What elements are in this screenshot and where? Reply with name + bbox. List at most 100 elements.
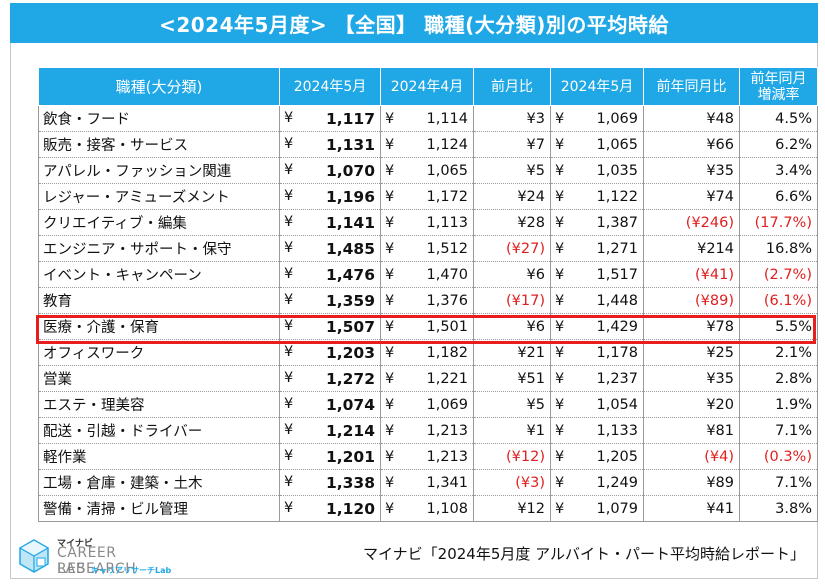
yoy-rate-cell: 7.1%: [739, 417, 818, 444]
may-2024-cell: ¥1,074: [279, 391, 381, 418]
yen-symbol: ¥: [555, 422, 565, 439]
wage-amount: 1,213: [426, 422, 468, 439]
apr-2024-cell: ¥1,065: [380, 157, 474, 184]
yoy-cell: (¥89): [643, 287, 740, 314]
yen-symbol: ¥: [284, 421, 294, 438]
yen-symbol: ¥: [284, 161, 294, 178]
wage-amount: 1,214: [325, 421, 375, 440]
yen-symbol: ¥: [284, 473, 294, 490]
wage-amount: 1,054: [596, 396, 638, 413]
yen-symbol: ¥: [385, 318, 395, 335]
yen-symbol: ¥: [555, 500, 565, 517]
yoy-rate-cell: 6.2%: [739, 131, 818, 158]
mom-cell: ¥5: [473, 391, 551, 418]
apr-2024-cell: ¥1,069: [380, 391, 474, 418]
wage-amount: 1,035: [596, 162, 638, 179]
yen-symbol: ¥: [284, 499, 294, 516]
may-2024-cell: ¥1,214: [279, 417, 381, 444]
wage-amount: 1,114: [426, 110, 468, 127]
wage-amount: 1,507: [325, 317, 375, 336]
yen-symbol: ¥: [385, 500, 395, 517]
may-2024-cell: ¥1,117: [279, 105, 381, 132]
mom-cell: ¥51: [473, 365, 551, 392]
wage-amount: 1,205: [596, 448, 638, 465]
may-prev-cell: ¥1,069: [550, 105, 644, 132]
may-2024-cell: ¥1,507: [279, 313, 381, 340]
yen-symbol: ¥: [555, 136, 565, 153]
mom-cell: ¥6: [473, 313, 551, 340]
yen-symbol: ¥: [385, 422, 395, 439]
yen-symbol: ¥: [555, 188, 565, 205]
category-cell: 工場・倉庫・建築・土木: [38, 469, 280, 496]
yen-symbol: ¥: [555, 474, 565, 491]
wage-amount: 1,359: [325, 291, 375, 310]
wage-amount: 1,172: [426, 188, 468, 205]
wage-amount: 1,517: [596, 266, 638, 283]
mom-cell: (¥17): [473, 287, 551, 314]
yoy-cell: ¥25: [643, 339, 740, 366]
may-prev-cell: ¥1,429: [550, 313, 644, 340]
mom-cell: ¥12: [473, 495, 551, 522]
yoy-rate-cell: 7.1%: [739, 469, 818, 496]
yoy-cell: ¥41: [643, 495, 740, 522]
apr-2024-cell: ¥1,113: [380, 209, 474, 236]
category-cell: アパレル・ファッション関連: [38, 157, 280, 184]
yoy-rate-cell: 6.6%: [739, 183, 818, 210]
wage-table: 職種(大分類) 2024年5月 2024年4月 前月比 2024年5月 前年同月…: [38, 67, 818, 522]
yoy-rate-cell: 4.5%: [739, 105, 818, 132]
wage-amount: 1,485: [325, 239, 375, 258]
wage-amount: 1,387: [596, 214, 638, 231]
header-apr-2024: 2024年4月: [380, 67, 474, 106]
wage-amount: 1,070: [325, 161, 375, 180]
may-2024-cell: ¥1,120: [279, 495, 381, 522]
yen-symbol: ¥: [284, 291, 294, 308]
cube-logo-icon: [18, 539, 50, 573]
wage-amount: 1,196: [325, 187, 375, 206]
wage-amount: 1,272: [325, 369, 375, 388]
wage-amount: 1,338: [325, 473, 375, 492]
mom-cell: ¥1: [473, 417, 551, 444]
yoy-cell: (¥246): [643, 209, 740, 236]
yen-symbol: ¥: [284, 265, 294, 282]
apr-2024-cell: ¥1,376: [380, 287, 474, 314]
may-2024-cell: ¥1,203: [279, 339, 381, 366]
may-prev-cell: ¥1,065: [550, 131, 644, 158]
yen-symbol: ¥: [284, 395, 294, 412]
header-mom: 前月比: [473, 67, 551, 106]
may-prev-cell: ¥1,122: [550, 183, 644, 210]
yen-symbol: ¥: [385, 136, 395, 153]
wage-amount: 1,079: [596, 500, 638, 517]
wage-amount: 1,065: [596, 136, 638, 153]
wage-amount: 1,429: [596, 318, 638, 335]
may-2024-cell: ¥1,476: [279, 261, 381, 288]
table-row: 販売・接客・サービス ¥1,131 ¥1,124 ¥7 ¥1,065 ¥66 6.2%: [38, 131, 818, 158]
mom-cell: ¥6: [473, 261, 551, 288]
report-title: <2024年5月度> 【全国】 職種(大分類)別の平均時給: [10, 3, 818, 43]
yoy-cell: ¥66: [643, 131, 740, 158]
table-row: 配送・引越・ドライバー ¥1,214 ¥1,213 ¥1 ¥1,133 ¥81 7.1%: [38, 417, 818, 444]
yoy-rate-cell: 1.9%: [739, 391, 818, 418]
may-prev-cell: ¥1,035: [550, 157, 644, 184]
mom-cell: (¥27): [473, 235, 551, 262]
wage-amount: 1,213: [426, 448, 468, 465]
may-prev-cell: ¥1,133: [550, 417, 644, 444]
table-row: 飲食・フード ¥1,117 ¥1,114 ¥3 ¥1,069 ¥48 4.5%: [38, 105, 818, 132]
wage-amount: 1,074: [325, 395, 375, 414]
yen-symbol: ¥: [555, 318, 565, 335]
header-yoy: 前年同月比: [643, 67, 740, 106]
wage-amount: 1,117: [325, 109, 375, 128]
table-row: アパレル・ファッション関連 ¥1,070 ¥1,065 ¥5 ¥1,035 ¥35 3.4%: [38, 157, 818, 184]
header-category: 職種(大分類): [38, 67, 280, 106]
yen-symbol: ¥: [385, 214, 395, 231]
wage-amount: 1,131: [325, 135, 375, 154]
may-prev-cell: ¥1,448: [550, 287, 644, 314]
wage-amount: 1,512: [426, 240, 468, 257]
mom-cell: (¥12): [473, 443, 551, 470]
may-prev-cell: ¥1,271: [550, 235, 644, 262]
category-cell: 軽作業: [38, 443, 280, 470]
yoy-rate-cell: (2.7%): [739, 261, 818, 288]
yen-symbol: ¥: [385, 344, 395, 361]
yen-symbol: ¥: [385, 292, 395, 309]
yen-symbol: ¥: [555, 448, 565, 465]
wage-amount: 1,178: [596, 344, 638, 361]
